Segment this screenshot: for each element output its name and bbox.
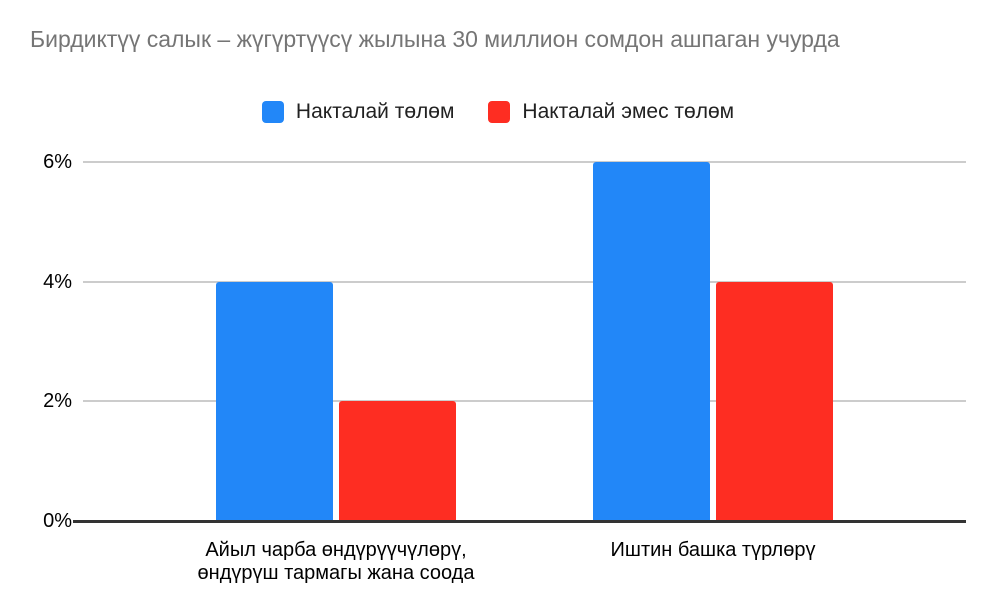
y-axis-tick-label: 6% (43, 151, 72, 173)
bar[interactable] (716, 282, 833, 521)
bar[interactable] (339, 401, 456, 521)
gridline (83, 161, 966, 163)
y-axis-tick-label: 0% (43, 510, 72, 532)
gridline (83, 400, 966, 402)
y-axis-tick-label: 4% (43, 271, 72, 293)
gridline (83, 281, 966, 283)
legend-item[interactable]: Накталай төлөм (261, 100, 455, 124)
legend-label: Накталай эмес төлөм (522, 100, 735, 123)
bar[interactable] (593, 162, 710, 521)
legend-item[interactable]: Накталай эмес төлөм (488, 100, 734, 124)
legend: Накталай төлөм Накталай эмес төлөм (0, 100, 996, 124)
legend-swatch (261, 101, 284, 123)
x-axis-baseline (73, 520, 966, 523)
chart-title: Бирдиктүү салык – жүгүртүүсү жылына 30 м… (30, 26, 840, 52)
x-axis-category-label: Иштин башка түрлөрү (610, 539, 816, 561)
bar[interactable] (216, 282, 333, 521)
legend-swatch (488, 101, 511, 123)
x-axis-category-label: Айыл чарба өндүрүүчүлөрү, өндүрүш тармаг… (197, 539, 475, 584)
y-axis-tick-label: 2% (43, 390, 72, 412)
legend-label: Накталай төлөм (295, 100, 455, 123)
